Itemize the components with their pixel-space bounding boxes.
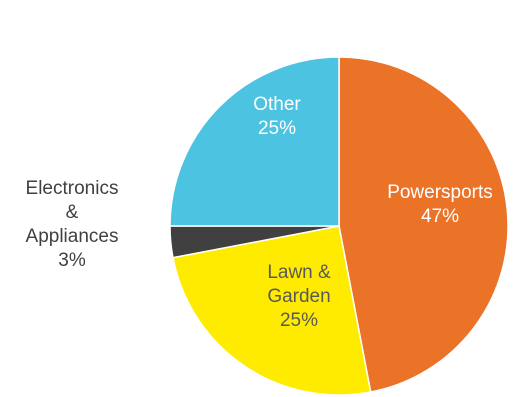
slice-label-line: & bbox=[66, 202, 79, 223]
pie-labels: Powersports 47% Lawn & Garden 25% Electronics… bbox=[26, 94, 493, 331]
pie-slice bbox=[169, 56, 340, 227]
slice-label: Powersports 47% bbox=[387, 182, 493, 227]
slice-label-line: 47% bbox=[421, 206, 459, 227]
slice-label-line: Other bbox=[253, 94, 301, 115]
slice-label-line: 3% bbox=[58, 250, 86, 271]
slice-label-line: Garden bbox=[267, 286, 330, 307]
slice-label: Electronics & Appliances 3% bbox=[26, 178, 119, 271]
pie-slice bbox=[172, 225, 372, 396]
slice-label-line: Appliances bbox=[26, 226, 119, 247]
slice-label-line: Powersports bbox=[387, 182, 493, 203]
slice-label: Other 25% bbox=[253, 94, 301, 139]
slice-label: Lawn & Garden 25% bbox=[267, 262, 331, 331]
slice-label-line: 25% bbox=[280, 310, 318, 331]
slice-label-line: 25% bbox=[258, 118, 296, 139]
slice-label-line: Electronics bbox=[26, 178, 119, 199]
pie-slices bbox=[169, 56, 509, 396]
slice-label-line: Lawn & bbox=[267, 262, 331, 283]
pie-slice bbox=[338, 56, 509, 393]
